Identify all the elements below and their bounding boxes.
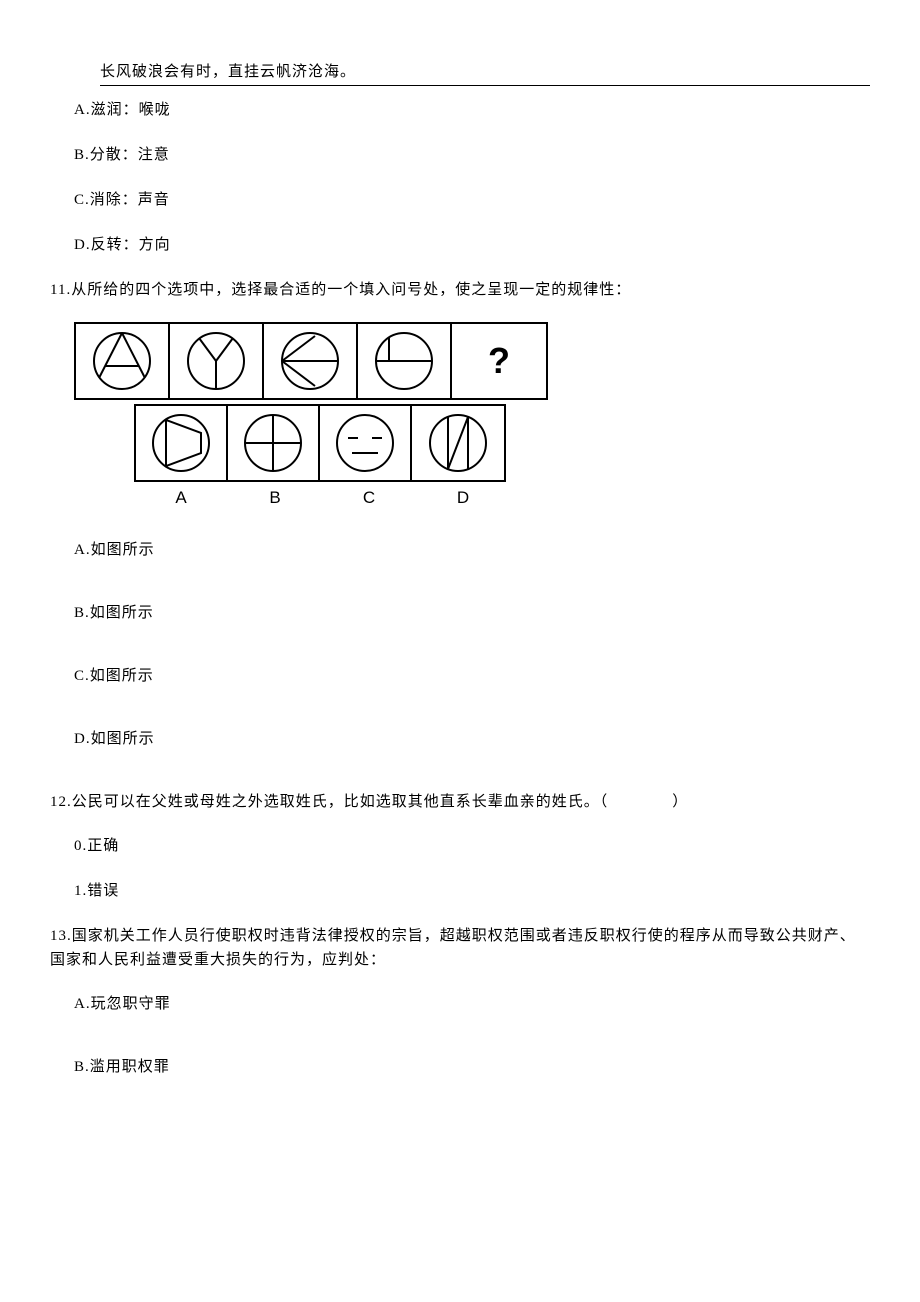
- q11-label-c: C: [322, 488, 416, 508]
- q10-option-b: B.分散：注意: [74, 143, 870, 164]
- q11-option-b: B.如图所示: [74, 601, 870, 622]
- q11-figure-cell-4: [358, 324, 452, 398]
- q11-figure-option-d: [412, 406, 504, 480]
- q11-label-d: D: [416, 488, 510, 508]
- q12-option-0: 0.正确: [74, 834, 870, 855]
- q11-figure-option-c: [320, 406, 412, 480]
- q13-stem: 13.国家机关工作人员行使职权时违背法律授权的宗旨，超越职权范围或者违反职权行使…: [50, 924, 870, 972]
- q11-option-d: D.如图所示: [74, 727, 870, 748]
- q10-option-c: C.消除：声音: [74, 188, 870, 209]
- q11-figure-top-row: ?: [74, 322, 548, 400]
- q13-option-b: B.滥用职权罪: [74, 1055, 870, 1076]
- q11-figure-cell-3: [264, 324, 358, 398]
- q11-figure-cell-1: [76, 324, 170, 398]
- header-text: 长风破浪会有时，直挂云帆济沧海。: [100, 64, 356, 80]
- q11-stem: 11.从所给的四个选项中，选择最合适的一个填入问号处，使之呈现一定的规律性：: [50, 278, 870, 302]
- q11-option-a: A.如图所示: [74, 538, 870, 559]
- q11-figure-option-a: [136, 406, 228, 480]
- question-mark-icon: ?: [488, 340, 510, 382]
- q11-figure-bottom-row: [134, 404, 506, 482]
- q11-option-c: C.如图所示: [74, 664, 870, 685]
- q11-figure-cell-2: [170, 324, 264, 398]
- q10-option-d: D.反转：方向: [74, 233, 870, 254]
- q11-figure-cell-5: ?: [452, 324, 546, 398]
- q13-option-a: A.玩忽职守罪: [74, 992, 870, 1013]
- q11-figure: ?: [74, 322, 870, 508]
- q11-label-a: A: [134, 488, 228, 508]
- q11-figure-option-b: [228, 406, 320, 480]
- q11-labels-row: A B C D: [134, 488, 870, 508]
- q12-stem: 12.公民可以在父姓或母姓之外选取姓氏，比如选取其他直系长辈血亲的姓氏。（ ）: [50, 790, 870, 814]
- q10-option-a: A.滋润：喉咙: [74, 98, 870, 119]
- q12-option-1: 1.错误: [74, 879, 870, 900]
- q11-label-b: B: [228, 488, 322, 508]
- page-header: 长风破浪会有时，直挂云帆济沧海。: [100, 60, 870, 86]
